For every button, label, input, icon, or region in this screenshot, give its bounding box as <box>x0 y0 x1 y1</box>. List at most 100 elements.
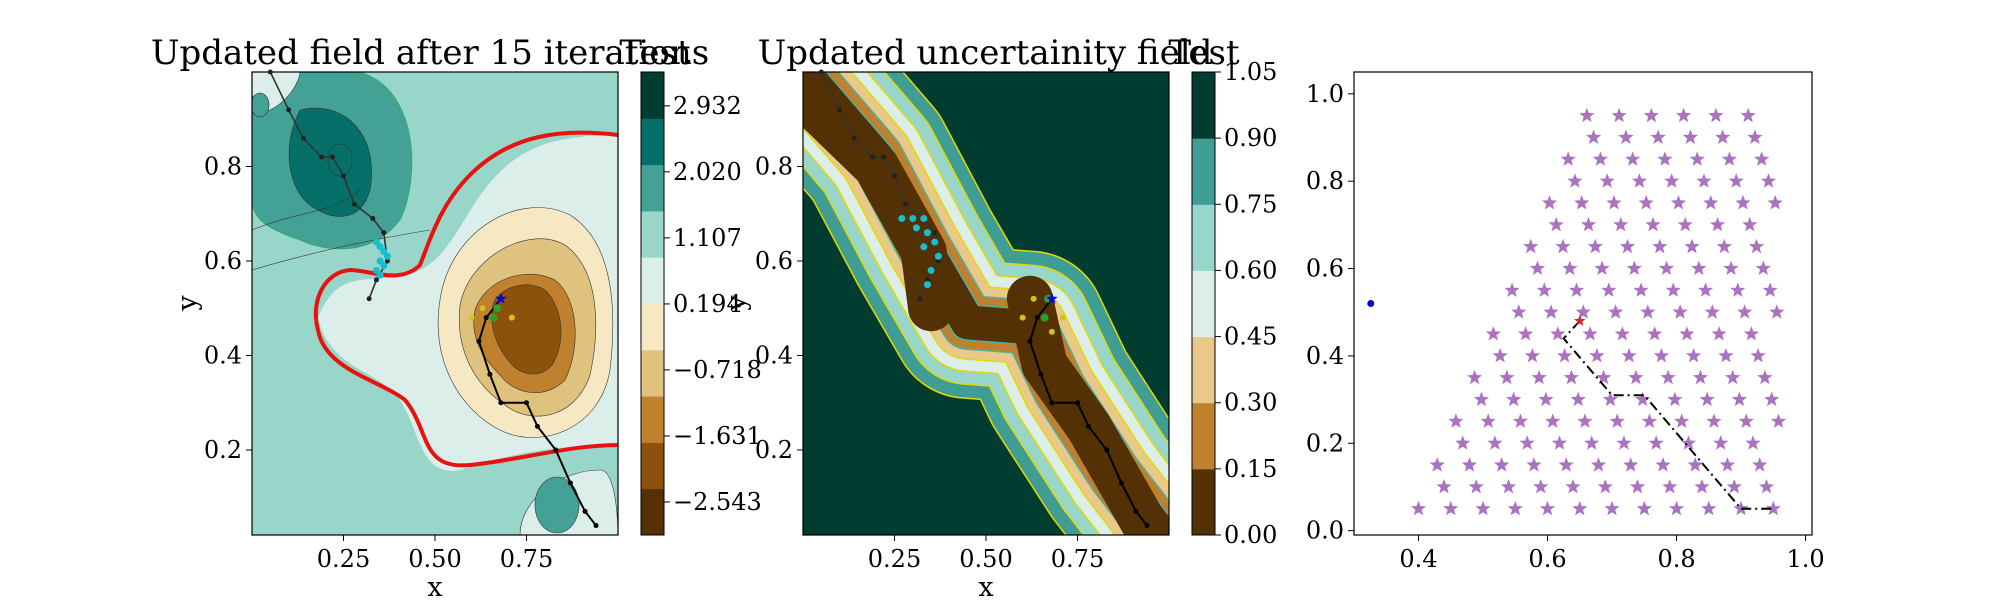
sample-cyan <box>376 271 384 279</box>
field-ylabel: y <box>172 295 203 312</box>
path-point <box>373 277 379 283</box>
candidate-star <box>1448 413 1464 428</box>
x-tick-label: 0.25 <box>317 545 370 573</box>
candidate-star <box>1574 195 1590 210</box>
field-colorbar: 2.932 2.020 1.107 0.194 −0.718 −1.631 −2.543 <box>640 71 762 536</box>
colorbar-segment <box>1192 402 1215 470</box>
x-tick-label: 0.75 <box>1051 545 1104 573</box>
candidate-star <box>1752 457 1768 472</box>
candidate-star <box>1601 282 1617 297</box>
candidate-star <box>1670 195 1687 210</box>
colorbar-tick-label: 0.60 <box>1224 256 1277 284</box>
candidate-star <box>1687 457 1703 472</box>
sample-green <box>1040 313 1049 322</box>
candidate-star <box>1584 435 1600 450</box>
x-tick-label: 0.8 <box>1657 545 1695 573</box>
field-region <box>288 107 372 217</box>
candidate-star <box>1628 369 1644 385</box>
candidate-star <box>1602 391 1618 407</box>
candidate-star <box>1765 500 1781 516</box>
candidate-star <box>1565 479 1581 494</box>
colorbar-tick-label: −0.718 <box>673 356 762 384</box>
candidate-star <box>1718 347 1734 363</box>
candidate-star <box>1713 435 1729 450</box>
path-point <box>370 215 376 221</box>
x-tick-label: 0.50 <box>959 545 1012 573</box>
field-region <box>491 284 562 375</box>
candidate-star <box>1504 282 1520 297</box>
candidate-star <box>1757 369 1773 385</box>
candidate-star <box>1709 216 1726 232</box>
candidate-star <box>1653 347 1669 363</box>
path-point <box>870 154 876 160</box>
candidate-star <box>1596 369 1612 385</box>
candidate-star <box>1677 216 1693 232</box>
panel-scatter: 0.4 0.6 0.8 1.0 0.0 0.2 0.4 0.6 0.8 1.0 <box>1306 71 1825 573</box>
path-point <box>319 154 325 160</box>
colorbar-tick-label: 1.107 <box>673 224 742 252</box>
candidate-star <box>1737 304 1753 319</box>
candidate-star <box>1691 260 1707 275</box>
field-contour-line <box>327 143 353 177</box>
sample-cyan <box>923 229 931 237</box>
candidate-star <box>1657 151 1673 166</box>
path-point <box>851 135 857 141</box>
candidate-star <box>1506 391 1522 407</box>
candidate-star <box>1618 129 1634 144</box>
candidate-star <box>1536 282 1552 297</box>
candidate-star <box>1494 457 1510 472</box>
candidate-star <box>1558 457 1574 472</box>
path-point <box>483 315 489 321</box>
candidate-star <box>1640 304 1656 319</box>
candidate-star <box>1563 369 1579 385</box>
colorbar-segment <box>1192 138 1215 205</box>
candidate-star <box>1750 347 1766 363</box>
path-point <box>892 173 897 179</box>
colorbar-tick-label: 0.45 <box>1224 323 1277 351</box>
sample-cyan <box>372 238 380 246</box>
y-tick-label: 0.2 <box>204 436 242 464</box>
path-point <box>1133 508 1139 514</box>
candidate-star <box>1721 151 1737 166</box>
x-tick-label: 0.4 <box>1399 545 1437 573</box>
colorbar-segment <box>641 164 664 212</box>
candidate-star <box>1638 195 1654 210</box>
x-tick-label: 1.0 <box>1786 545 1824 573</box>
candidate-star <box>1701 500 1717 516</box>
path-point <box>553 447 559 453</box>
current-point-star <box>1046 292 1058 304</box>
candidate-star <box>1429 457 1445 472</box>
candidate-star <box>1606 195 1622 210</box>
panel-uncertainty: 0.25 0.50 0.75 0.2 0.4 0.6 0.8 Updated uncerta… <box>721 33 1277 603</box>
y-tick-label: 0.2 <box>1306 429 1344 457</box>
x-tick-label: 0.75 <box>500 545 553 573</box>
candidate-star <box>1747 129 1763 144</box>
candidate-star <box>1689 151 1705 166</box>
field-axes: 0.25 0.50 0.75 0.2 0.4 0.6 0.8 <box>204 152 553 573</box>
path-point <box>524 400 529 406</box>
colorbar-segment <box>641 257 664 304</box>
candidate-star <box>1694 479 1710 494</box>
sample-cyan <box>898 214 906 222</box>
colorbar-segment <box>641 488 664 536</box>
candidate-star <box>1762 282 1778 297</box>
candidate-star <box>1587 238 1603 254</box>
candidate-star <box>1633 282 1649 297</box>
sample-cyan <box>934 252 942 260</box>
candidate-star <box>1686 347 1702 363</box>
sample-yellow <box>1048 328 1055 335</box>
candidate-star <box>1545 413 1561 428</box>
candidate-star <box>1499 369 1515 385</box>
candidate-star <box>1623 457 1639 472</box>
colorbar-segment <box>641 210 664 258</box>
sample-green <box>493 304 502 313</box>
field-xlabel: x <box>427 572 442 600</box>
path-point <box>384 258 390 264</box>
colorbar-segment <box>1192 468 1215 536</box>
path-point <box>341 173 346 179</box>
sample-cyan <box>909 214 917 222</box>
y-tick-label: 0.8 <box>1306 167 1344 195</box>
candidate-star <box>1557 347 1573 363</box>
candidate-star <box>1589 347 1605 363</box>
